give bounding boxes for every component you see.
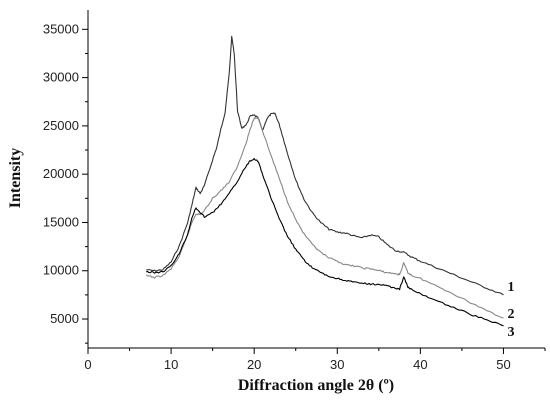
x-axis-title: Diffraction angle 2θ (º) [238,377,394,394]
y-tick-label: 20000 [43,166,79,181]
x-tick-label: 20 [247,357,261,372]
y-tick-label: 5000 [50,311,79,326]
x-tick-label: 0 [84,357,91,372]
series-label-2: 2 [507,307,514,322]
x-tick-labels: 0 10 20 30 40 50 [84,357,510,372]
series-line-3 [146,157,504,327]
series-label-1: 1 [507,280,514,295]
series-line-2 [145,117,504,319]
x-tick-label: 50 [496,357,510,372]
tick-marks [82,28,546,354]
x-tick-label: 30 [330,357,344,372]
y-tick-label: 35000 [43,21,79,36]
series-labels: 1 2 3 [507,280,514,340]
y-tick-label: 15000 [43,214,79,229]
y-axis-title: Intensity [7,148,24,208]
y-tick-label: 30000 [43,70,79,85]
series-line-1 [146,35,504,296]
series-label-3: 3 [507,325,514,340]
axes [87,10,545,349]
x-tick-label: 40 [413,357,427,372]
x-tick-label: 10 [164,357,178,372]
series-lines [145,35,504,327]
y-tick-label: 10000 [43,263,79,278]
y-tick-labels: 5000 10000 15000 20000 25000 30000 35000 [43,21,79,326]
y-tick-label: 25000 [43,118,79,133]
